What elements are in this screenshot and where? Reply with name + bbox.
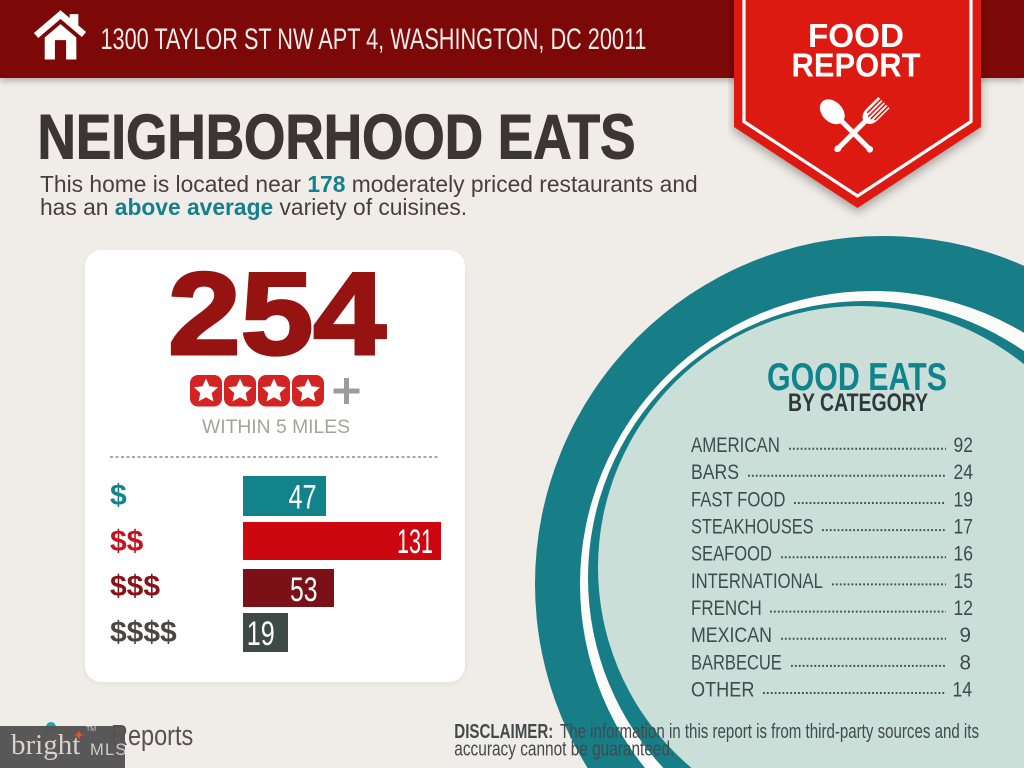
- svg-text:254: 254: [168, 248, 386, 379]
- svg-text:12: 12: [954, 597, 974, 620]
- svg-text:53: 53: [290, 571, 318, 609]
- svg-text:AMERICAN: AMERICAN: [691, 434, 780, 457]
- svg-text:24: 24: [954, 461, 974, 484]
- svg-text:SEAFOOD: SEAFOOD: [691, 543, 772, 566]
- svg-text:1300 TAYLOR ST NW APT 4, WASHI: 1300 TAYLOR ST NW APT 4, WASHINGTON, DC …: [101, 23, 647, 56]
- svg-text:WITHIN 5 MILES: WITHIN 5 MILES: [202, 416, 350, 438]
- svg-text:GOOD EATS: GOOD EATS: [767, 356, 947, 399]
- svg-text:DISCLAIMER:: DISCLAIMER:: [454, 721, 553, 743]
- svg-text:MEXICAN: MEXICAN: [691, 624, 772, 647]
- svg-text:STEAKHOUSES: STEAKHOUSES: [691, 516, 814, 539]
- svg-text:The information in this report: The information in this report is from t…: [560, 721, 979, 743]
- svg-text:accuracy cannot be guaranteed.: accuracy cannot be guaranteed.: [454, 738, 674, 760]
- svg-text:47: 47: [289, 478, 317, 516]
- svg-text:14: 14: [953, 678, 973, 701]
- svg-text:15: 15: [954, 570, 974, 593]
- svg-text:17: 17: [954, 516, 974, 539]
- svg-text:92: 92: [954, 434, 974, 457]
- svg-text:8: 8: [960, 651, 972, 674]
- svg-text:19: 19: [247, 615, 275, 653]
- svg-text:BY CATEGORY: BY CATEGORY: [788, 390, 928, 417]
- svg-text:16: 16: [954, 543, 974, 566]
- svg-text:NEIGHBORHOOD EATS: NEIGHBORHOOD EATS: [38, 102, 636, 172]
- svg-text:19: 19: [954, 488, 974, 511]
- svg-text:9: 9: [960, 624, 972, 647]
- svg-text:BARBECUE: BARBECUE: [691, 651, 782, 674]
- svg-text:FOOD: FOOD: [808, 17, 904, 54]
- svg-text:BARS: BARS: [691, 461, 739, 484]
- svg-text:OTHER: OTHER: [691, 678, 754, 701]
- svg-text:INTERNATIONAL: INTERNATIONAL: [691, 570, 823, 593]
- svg-text:131: 131: [397, 523, 433, 561]
- svg-text:FAST FOOD: FAST FOOD: [691, 488, 785, 511]
- svg-text:FRENCH: FRENCH: [691, 597, 762, 620]
- svg-text:REPORT: REPORT: [791, 47, 920, 84]
